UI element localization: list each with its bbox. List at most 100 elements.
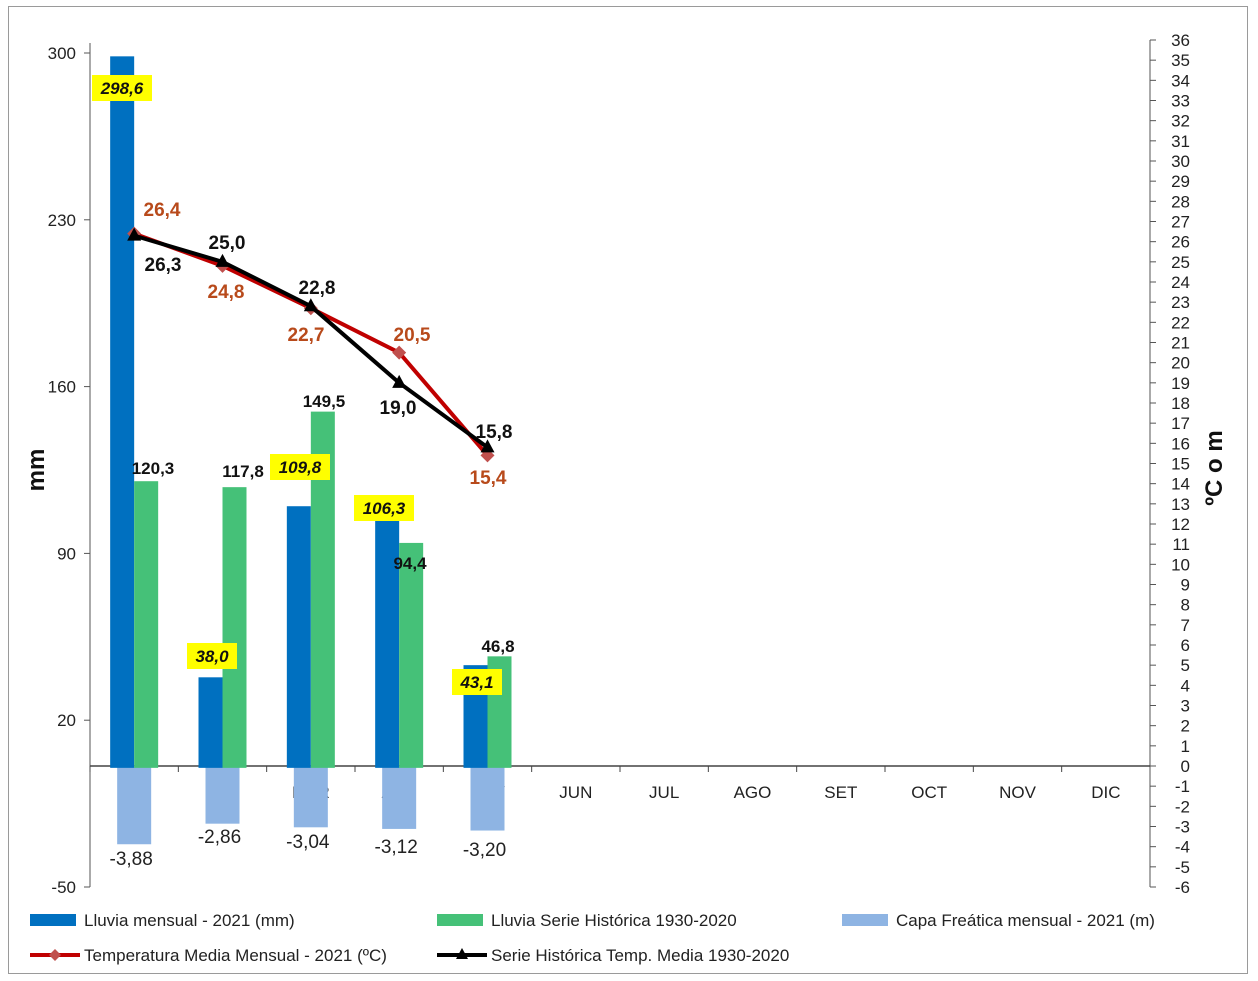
rain-historic-label: 120,3 <box>132 459 175 478</box>
rain-2021-label-box <box>354 495 414 521</box>
right-axis-tick-label: 24 <box>1171 273 1190 292</box>
temp-historic-marker <box>127 227 142 241</box>
temp-2021-label: 24,8 <box>208 282 245 303</box>
category-label: SET <box>824 783 857 802</box>
right-axis-tick-label: 29 <box>1171 172 1190 191</box>
right-axis-tick-label: 10 <box>1171 555 1190 574</box>
rain-2021-bar <box>375 514 400 768</box>
right-axis-tick-label: 36 <box>1171 31 1190 50</box>
right-axis-title: ºC o m <box>1201 430 1228 505</box>
right-axis-tick-label: 23 <box>1171 293 1190 312</box>
right-axis-tick-label: 19 <box>1171 374 1190 393</box>
right-axis-tick-label: 9 <box>1181 576 1190 595</box>
right-axis-tick-label: 6 <box>1181 636 1190 655</box>
chart-frame <box>8 6 1248 974</box>
left-axis-tick-label: 300 <box>48 44 76 63</box>
temp-2021-label: 22,7 <box>288 325 325 346</box>
legend-rain-2021-swatch <box>30 914 76 926</box>
water-table-label: -3,20 <box>463 840 506 861</box>
category-label: DIC <box>1091 783 1120 802</box>
legend-temp-historic-label: Serie Histórica Temp. Media 1930-2020 <box>491 946 789 965</box>
legend-temp-2021-marker <box>49 949 61 961</box>
water-table-bar <box>117 766 152 845</box>
right-axis-tick-label: 2 <box>1181 717 1190 736</box>
right-axis-tick-label: 7 <box>1181 616 1190 635</box>
temp-2021-marker <box>392 345 407 360</box>
rain-historic-bar <box>399 542 424 768</box>
right-axis-tick-label: 11 <box>1172 535 1190 554</box>
right-axis-tick-label: -6 <box>1175 878 1190 897</box>
water-table-label: -3,12 <box>375 837 418 858</box>
rain-historic-bar <box>134 481 159 768</box>
rain-historic-label: 46,8 <box>481 637 514 656</box>
legend-temp-2021-label: Temperatura Media Mensual - 2021 (ºC) <box>84 946 387 965</box>
category-label: JUL <box>649 783 679 802</box>
right-axis-tick-label: 31 <box>1171 132 1190 151</box>
legend-rain-2021-label: Lluvia mensual - 2021 (mm) <box>84 911 295 930</box>
right-axis-tick-label: 12 <box>1171 515 1190 534</box>
rain-2021-label: 38,0 <box>195 647 229 666</box>
right-axis-tick-label: 27 <box>1171 213 1190 232</box>
category-label: JUN <box>559 783 592 802</box>
left-axis-title: mm <box>23 449 50 492</box>
right-axis-tick-label: 16 <box>1171 434 1190 453</box>
water-table-label: -3,88 <box>110 849 153 870</box>
right-axis-tick-label: 14 <box>1171 475 1190 494</box>
legend-water-table-swatch <box>842 914 888 926</box>
water-table-bar <box>293 766 328 828</box>
rain-historic-bar <box>222 487 247 768</box>
right-axis-tick-label: 3 <box>1181 697 1190 716</box>
right-axis-tick-label: 13 <box>1171 495 1190 514</box>
water-table-bar <box>205 766 240 824</box>
temp-historic-marker <box>480 439 495 453</box>
rain-2021-label-box <box>452 669 502 695</box>
legend-rain-historic-swatch <box>437 914 483 926</box>
rain-2021-label: 106,3 <box>363 499 406 518</box>
right-axis-tick-label: 20 <box>1171 354 1190 373</box>
right-axis-tick-label: 1 <box>1181 737 1190 756</box>
rain-2021-label-box <box>270 454 330 480</box>
right-axis-tick-label: 0 <box>1181 757 1190 776</box>
left-axis-tick-label: -50 <box>51 878 76 897</box>
rain-2021-bar <box>198 677 223 768</box>
temp-historic-label: 22,8 <box>299 278 336 299</box>
temp-historic-marker <box>215 253 230 267</box>
left-axis-tick-label: 160 <box>48 378 76 397</box>
category-label: AGO <box>734 783 772 802</box>
left-axis-tick-label: 20 <box>57 711 76 730</box>
right-axis-tick-label: 25 <box>1171 253 1190 272</box>
temp-historic-marker <box>303 298 318 312</box>
right-axis-tick-label: -3 <box>1175 818 1190 837</box>
water-table-bar <box>470 766 505 831</box>
temp-2021-label: 15,4 <box>470 468 507 489</box>
rain-2021-label-box <box>187 643 237 669</box>
right-axis-tick-label: 15 <box>1171 455 1190 474</box>
left-axis-tick-label: 90 <box>57 544 76 563</box>
rain-historic-label: 149,5 <box>303 392 346 411</box>
rain-2021-label: 43,1 <box>459 673 493 692</box>
water-table-label: -2,86 <box>198 827 241 848</box>
right-axis-tick-label: 17 <box>1171 414 1190 433</box>
legend-rain-historic-label: Lluvia Serie Histórica 1930-2020 <box>491 911 737 930</box>
right-axis-tick-label: 21 <box>1171 334 1190 353</box>
temp-2021-label: 26,4 <box>144 200 181 221</box>
rain-historic-label: 117,8 <box>222 462 264 481</box>
temp-historic-label: 15,8 <box>476 422 513 443</box>
right-axis-tick-label: -1 <box>1175 777 1190 796</box>
legend-water-table-label: Capa Freática mensual - 2021 (m) <box>896 911 1155 930</box>
right-axis-tick-label: 8 <box>1181 596 1190 615</box>
category-label: OCT <box>911 783 947 802</box>
right-axis-tick-label: 33 <box>1171 92 1190 111</box>
rain-2021-label-box <box>92 75 152 101</box>
water-table-label: -3,04 <box>286 832 330 853</box>
temp-2021-label: 20,5 <box>394 325 431 346</box>
right-axis-tick-label: -4 <box>1175 838 1190 857</box>
right-axis-tick-label: 26 <box>1171 233 1190 252</box>
right-axis-tick-label: -5 <box>1175 858 1190 877</box>
temp-historic-marker <box>392 374 407 388</box>
right-axis-tick-label: 5 <box>1181 656 1190 675</box>
rain-2021-bar <box>286 506 311 768</box>
temp-historic-label: 25,0 <box>209 233 246 254</box>
rain-2021-label: 109,8 <box>279 458 322 477</box>
